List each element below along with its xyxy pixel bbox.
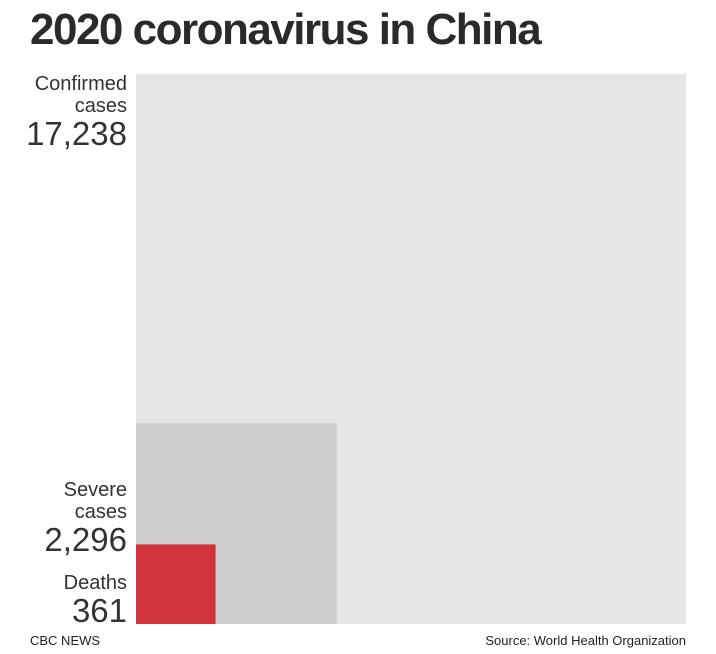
deaths-label-line1: Deaths — [63, 572, 127, 594]
chart-title: 2020 coronavirus in China — [30, 5, 542, 54]
deaths-label: Deaths 361 — [64, 572, 127, 628]
severe-label-line2: cases — [74, 501, 127, 523]
severe-label-line1: Severe — [63, 479, 127, 501]
confirmed-label-line2: cases — [74, 95, 127, 117]
source-text: Source: World Health Organization — [485, 633, 686, 648]
deaths-value: 361 — [71, 592, 127, 629]
confirmed-value: 17,238 — [26, 115, 127, 152]
confirmed-label: Confirmed cases 17,238 — [26, 73, 127, 151]
credit-text: CBC NEWS — [30, 633, 101, 648]
severe-value: 2,296 — [44, 521, 127, 558]
deaths-square — [136, 544, 216, 624]
confirmed-label-line1: Confirmed — [34, 73, 127, 95]
severe-label: Severe cases 2,296 — [44, 479, 127, 557]
